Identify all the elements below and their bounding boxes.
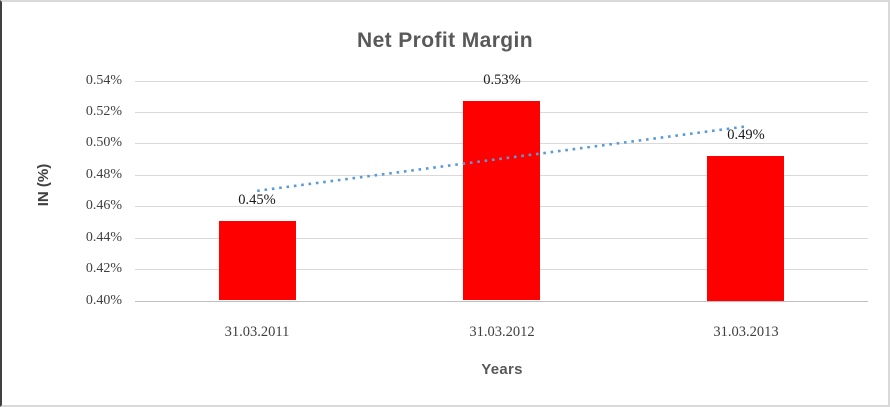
y-tick-label: 0.48% — [85, 167, 122, 182]
gridline-0.40% — [135, 301, 868, 302]
y-tick-label: 0.46% — [85, 198, 122, 213]
y-tick-label: 0.44% — [85, 230, 122, 245]
x-tick-label-31.03.2011: 31.03.2011 — [224, 324, 290, 340]
bar-31.03.2012[interactable] — [463, 101, 540, 300]
y-tick-label: 0.50% — [85, 135, 122, 150]
y-tick-label: 0.54% — [85, 73, 122, 88]
gridline-0.54% — [135, 81, 868, 82]
bar-31.03.2013[interactable] — [707, 156, 784, 301]
y-tick-label: 0.52% — [85, 104, 122, 119]
chart-title: Net Profit Margin — [357, 29, 533, 52]
x-axis-title: Years — [481, 361, 523, 378]
data-label-31.03.2012: 0.53% — [483, 72, 521, 88]
y-tick-label: 0.40% — [85, 293, 122, 308]
data-label-31.03.2011: 0.45% — [238, 192, 276, 208]
data-label-31.03.2013: 0.49% — [727, 127, 765, 143]
x-tick-label-31.03.2012: 31.03.2012 — [469, 324, 535, 340]
y-tick-label: 0.42% — [85, 261, 122, 276]
bar-31.03.2011[interactable] — [219, 221, 296, 300]
x-tick-label-31.03.2013: 31.03.2013 — [713, 324, 779, 340]
